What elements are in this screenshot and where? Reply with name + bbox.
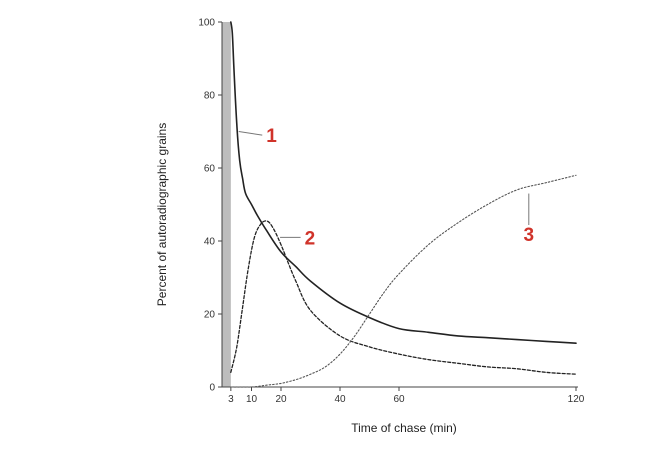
- shaded-region: [222, 22, 231, 387]
- plot-area: 0 20 40 60 80 100 3 10 20 40 60 120 1 2 3: [198, 18, 584, 406]
- y-tick-label: 60: [204, 164, 216, 175]
- x-tick-label: 20: [275, 394, 287, 405]
- x-tick-label: 10: [246, 394, 258, 405]
- series-line-3: [230, 174, 577, 388]
- x-tick-label: 60: [393, 394, 405, 405]
- y-tick-label: 100: [198, 18, 215, 29]
- y-tick-label: 20: [204, 310, 216, 321]
- y-axis-title: Percent of autoradiographic grains: [155, 123, 169, 306]
- y-tick-label: 80: [204, 91, 216, 102]
- x-tick-label: 120: [568, 394, 585, 405]
- callout-leader-1: [238, 131, 263, 136]
- y-tick-label: 0: [209, 383, 215, 394]
- callout-label-1: 1: [266, 126, 277, 147]
- x-axis-title: Time of chase (min): [351, 421, 457, 435]
- x-tick-label: 3: [228, 394, 234, 405]
- series-line-1: [230, 21, 577, 344]
- series-line-2: [230, 220, 577, 375]
- callout-label-2: 2: [305, 228, 316, 249]
- callout-label-3: 3: [524, 225, 535, 246]
- x-tick-label: 40: [334, 394, 346, 405]
- y-tick-label: 40: [204, 237, 216, 248]
